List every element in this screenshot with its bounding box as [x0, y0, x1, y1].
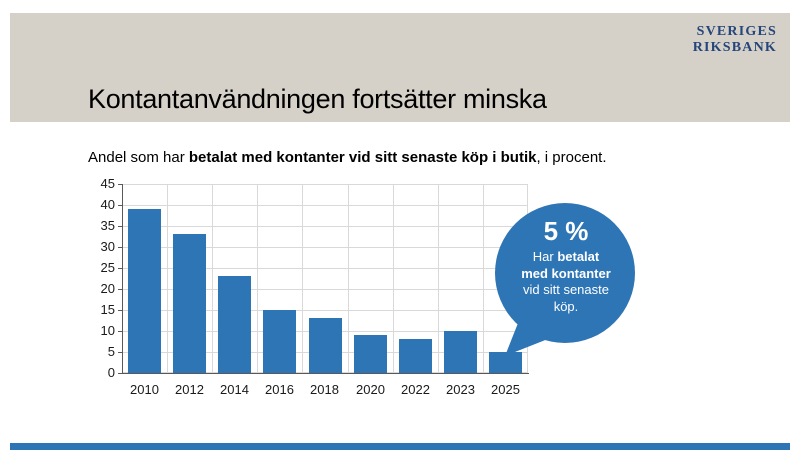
- callout-line-4: köp.: [553, 298, 579, 314]
- x-tick-label: 2025: [491, 382, 520, 397]
- callout-bubble: [495, 203, 635, 356]
- y-tick-label: 5: [107, 344, 115, 359]
- y-axis-tick: [118, 205, 122, 206]
- bar: [354, 335, 387, 373]
- header-band: [10, 13, 790, 122]
- callout-line-1: Har betalat: [532, 249, 600, 264]
- y-axis-tick: [118, 310, 122, 311]
- x-tick-label: 2020: [356, 382, 385, 397]
- bar: [128, 209, 161, 373]
- y-axis-tick: [118, 226, 122, 227]
- y-axis-tick: [118, 184, 122, 185]
- x-axis-line: [122, 373, 529, 374]
- callout-line-3: vid sitt senaste: [523, 282, 609, 297]
- x-tick-label: 2018: [310, 382, 339, 397]
- subtitle-bold: betalat med kontanter vid sitt senaste k…: [188, 149, 537, 166]
- subtitle-prefix: Andel som har: [88, 149, 189, 166]
- y-axis-line: [122, 184, 123, 373]
- x-tick-label: 2012: [175, 382, 204, 397]
- y-gridline: [122, 310, 528, 311]
- y-tick-label: 30: [100, 239, 115, 254]
- x-gridline: [257, 184, 258, 373]
- x-tick-label: 2022: [401, 382, 430, 397]
- footer-accent-bar: [10, 443, 790, 450]
- y-axis-tick: [118, 352, 122, 353]
- x-tick-label: 2010: [130, 382, 159, 397]
- y-gridline: [122, 289, 528, 290]
- x-tick-label: 2016: [265, 382, 294, 397]
- x-gridline: [348, 184, 349, 373]
- y-gridline: [122, 268, 528, 269]
- x-gridline: [212, 184, 213, 373]
- bar: [218, 276, 251, 373]
- callout-value: 5 %: [543, 216, 589, 246]
- y-tick-label: 20: [100, 281, 115, 296]
- logo-line-2: RIKSBANK: [692, 40, 777, 55]
- y-axis-tick: [118, 289, 122, 290]
- y-tick-label: 45: [100, 176, 115, 191]
- x-gridline: [393, 184, 394, 373]
- x-gridline: [483, 184, 484, 373]
- y-tick-label: 40: [100, 197, 115, 212]
- y-gridline: [122, 226, 528, 227]
- subtitle-suffix: , i procent.: [536, 149, 607, 166]
- x-gridline: [302, 184, 303, 373]
- y-axis-tick: [118, 373, 122, 374]
- y-axis-tick: [118, 247, 122, 248]
- y-tick-label: 25: [100, 260, 115, 275]
- x-gridline: [438, 184, 439, 373]
- bar: [444, 331, 477, 373]
- callout-text: 5 % Har betalat med kontanter vid sitt s…: [501, 216, 631, 315]
- riksbank-logo: SVERIGES RIKSBANK: [693, 24, 777, 56]
- page-title: Kontantanvändningen fortsätter minska: [88, 84, 547, 114]
- y-tick-label: 35: [100, 218, 115, 233]
- bar: [309, 318, 342, 373]
- bar: [399, 339, 432, 373]
- bar: [263, 310, 296, 373]
- chart-subtitle: Andel som har betalat med kontanter vid …: [88, 149, 607, 166]
- y-tick-label: 15: [100, 302, 115, 317]
- bar: [173, 234, 206, 373]
- bubble-circle: [495, 203, 635, 343]
- callout-line-2: med kontanter: [521, 265, 611, 281]
- x-tick-label: 2014: [220, 382, 249, 397]
- y-gridline: [122, 205, 528, 206]
- bar: [489, 352, 522, 373]
- y-axis-tick: [118, 268, 122, 269]
- x-gridline: [167, 184, 168, 373]
- y-gridline: [122, 247, 528, 248]
- y-tick-label: 10: [100, 323, 115, 338]
- logo-line-1: SVERIGES: [696, 24, 777, 39]
- y-axis-tick: [118, 331, 122, 332]
- x-tick-label: 2023: [446, 382, 475, 397]
- y-tick-label: 0: [107, 365, 115, 380]
